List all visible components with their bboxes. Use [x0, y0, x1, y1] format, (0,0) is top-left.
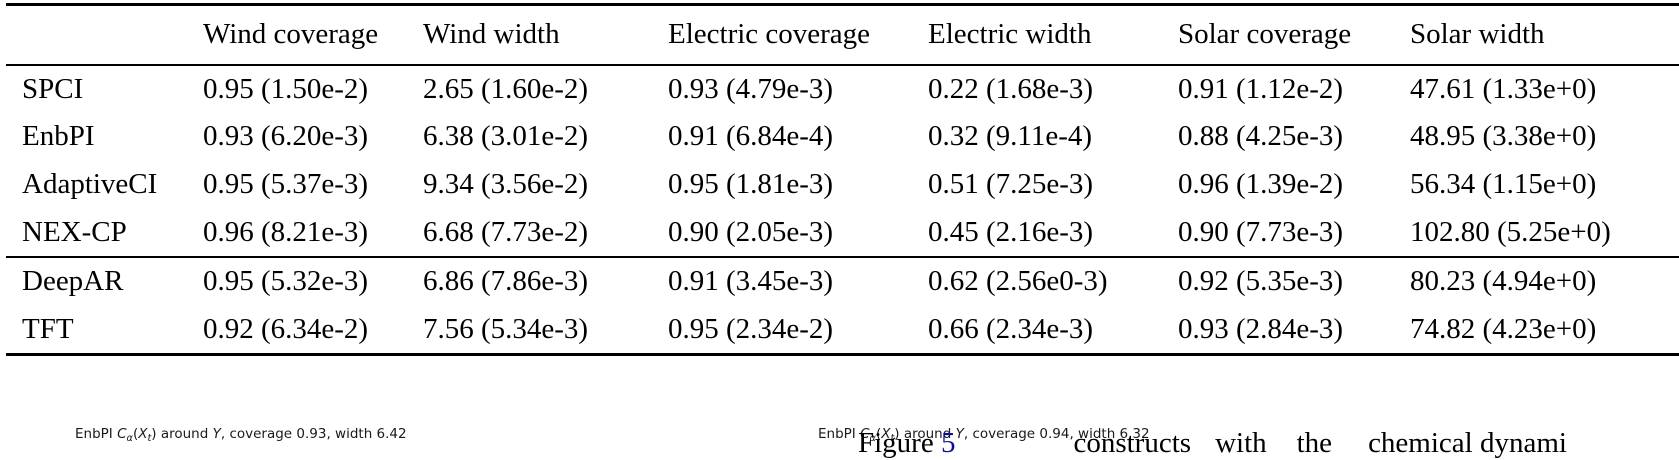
cell: 2.65 (1.60e-2) — [423, 72, 589, 105]
plot-caption-left: EnbPI Cα(Xt) around Y, coverage 0.93, wi… — [75, 425, 407, 445]
table-row: AdaptiveCI 0.95 (5.37e-3) 9.34 (3.56e-2) 0.… — [6, 161, 1679, 209]
caption-text: α — [869, 432, 876, 444]
table-row: TFT 0.92 (6.34e-2) 7.56 (5.34e-3) 0.95 (2.3… — [6, 306, 1679, 355]
cell: 0.93 (4.79e-3) — [668, 72, 834, 105]
row-label: TFT — [22, 312, 74, 345]
table-row: DeepAR 0.95 (5.32e-3) 6.86 (7.86e-3) 0.91 (… — [6, 257, 1679, 306]
cell: 74.82 (4.23e+0) — [1410, 312, 1597, 345]
clipped-body-text-line: Figure 5 constructs with the chemical dynami — [858, 427, 1679, 460]
figure-ref-link[interactable]: 5 — [940, 427, 956, 459]
table-row: SPCI 0.95 (1.50e-2) 2.65 (1.60e-2) 0.93 (4.… — [6, 65, 1679, 113]
row-label: SPCI — [22, 72, 84, 105]
caption-text: ( — [132, 426, 139, 442]
cell: 102.80 (5.25e+0) — [1410, 215, 1611, 248]
cell: 0.66 (2.34e-3) — [928, 312, 1094, 345]
column-header: Electric coverage — [668, 18, 871, 51]
caption-text: ) around — [151, 426, 213, 442]
cell: 80.23 (4.94e+0) — [1410, 265, 1597, 297]
cell: 0.93 (6.20e-3) — [203, 120, 369, 152]
row-label: EnbPI — [22, 120, 95, 152]
cell: 0.93 (2.84e-3) — [1178, 312, 1344, 345]
cell: 6.38 (3.01e-2) — [423, 120, 589, 152]
caption-text: X — [881, 426, 891, 442]
results-table-container: Wind coverage Wind width Electric coverage… — [6, 3, 1679, 356]
cell: 0.95 (2.34e-2) — [668, 312, 834, 345]
column-header — [6, 5, 203, 65]
cell: 0.96 (1.39e-2) — [1178, 168, 1344, 200]
row-label: AdaptiveCI — [22, 168, 158, 200]
plot-caption-right: EnbPI Cα(Xt) around Y, coverage 0.94, wi… — [818, 425, 1150, 445]
caption-text: α — [126, 432, 133, 444]
text-fragment: Figure — [858, 427, 941, 459]
caption-text: Y — [212, 426, 221, 442]
cell: 6.86 (7.86e-3) — [423, 265, 589, 297]
text-fragment: chemical dynami — [1368, 427, 1567, 459]
table-header: Wind coverage Wind width Electric coverage… — [6, 5, 1679, 65]
caption-text: C — [860, 426, 870, 442]
caption-text: EnbPI — [75, 426, 118, 442]
column-header: Solar width — [1410, 18, 1545, 51]
cell: 0.91 (1.12e-2) — [1178, 72, 1344, 105]
cell: 0.90 (7.73e-3) — [1178, 215, 1344, 248]
cell: 0.91 (3.45e-3) — [668, 265, 834, 297]
cell: 0.62 (2.56e0-3) — [928, 265, 1108, 297]
cell: 9.34 (3.56e-2) — [423, 168, 589, 200]
row-label: NEX-CP — [22, 215, 127, 248]
cell: 0.95 (1.81e-3) — [668, 168, 834, 200]
results-table: Wind coverage Wind width Electric coverage… — [6, 3, 1679, 356]
caption-text: C — [117, 426, 127, 442]
caption-text: ( — [875, 426, 882, 442]
cell: 0.22 (1.68e-3) — [928, 72, 1094, 105]
cell: 7.56 (5.34e-3) — [423, 312, 589, 345]
cell: 0.96 (8.21e-3) — [203, 215, 369, 248]
caption-text: t — [890, 432, 895, 444]
caption-text: , coverage 0.93, width 6.42 — [220, 426, 407, 442]
cell: 0.95 (1.50e-2) — [203, 72, 369, 105]
caption-text: EnbPI — [818, 426, 861, 442]
caption-text: Y — [955, 426, 964, 442]
cell: 0.92 (6.34e-2) — [203, 312, 369, 345]
table-body-conformal-methods: SPCI 0.95 (1.50e-2) 2.65 (1.60e-2) 0.93 (4.… — [6, 65, 1679, 257]
caption-text: , coverage 0.94, width 6.32 — [963, 426, 1150, 442]
cell: 0.45 (2.16e-3) — [928, 215, 1094, 248]
row-label: DeepAR — [22, 265, 124, 297]
cell: 0.92 (5.35e-3) — [1178, 265, 1344, 297]
table-body-deep-models: DeepAR 0.95 (5.32e-3) 6.86 (7.86e-3) 0.91 (… — [6, 257, 1679, 355]
cell: 0.88 (4.25e-3) — [1178, 120, 1344, 152]
cell: 0.51 (7.25e-3) — [928, 168, 1094, 200]
cell: 47.61 (1.33e+0) — [1410, 72, 1597, 105]
cell: 0.32 (9.11e-4) — [928, 120, 1093, 152]
column-header: Wind coverage — [203, 18, 379, 51]
cell: 0.95 (5.37e-3) — [203, 168, 369, 200]
caption-text: t — [147, 432, 152, 444]
cell: 48.95 (3.38e+0) — [1410, 120, 1597, 152]
column-header: Solar coverage — [1178, 18, 1352, 51]
table-row: NEX-CP 0.96 (8.21e-3) 6.68 (7.73e-2) 0.90 (… — [6, 209, 1679, 257]
column-header: Wind width — [423, 18, 560, 51]
cell: 0.90 (2.05e-3) — [668, 215, 834, 248]
column-header: Electric width — [928, 18, 1092, 51]
text-fragment: with — [1215, 427, 1267, 459]
cell: 6.68 (7.73e-2) — [423, 215, 589, 248]
header-row: Wind coverage Wind width Electric coverage… — [6, 5, 1679, 65]
text-fragment: the — [1296, 427, 1333, 459]
caption-text: X — [138, 426, 148, 442]
text-fragment: constructs — [1073, 427, 1192, 459]
caption-text: ) around — [894, 426, 956, 442]
cell: 56.34 (1.15e+0) — [1410, 168, 1597, 200]
table-row: EnbPI 0.93 (6.20e-3) 6.38 (3.01e-2) 0.91 (6… — [6, 113, 1679, 161]
cell: 0.91 (6.84e-4) — [668, 120, 834, 152]
cell: 0.95 (5.32e-3) — [203, 265, 369, 297]
